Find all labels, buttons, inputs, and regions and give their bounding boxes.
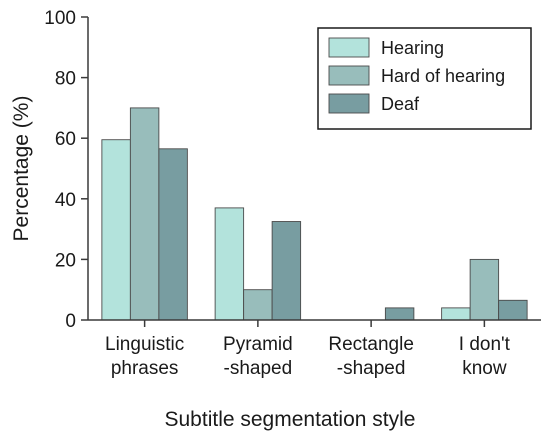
y-tick-label: 0: [65, 311, 76, 332]
legend-label: Hearing: [381, 38, 444, 58]
bar-hearing-0: [101, 139, 131, 321]
bar-deaf-2: [384, 307, 415, 321]
y-tick-label: 100: [44, 8, 76, 29]
bar-hearing-1: [214, 207, 245, 321]
x-tick-label: Linguistic: [105, 334, 184, 355]
x-axis-title: Subtitle segmentation style: [165, 408, 416, 431]
legend-swatch: [328, 65, 370, 86]
bars-group: [101, 107, 528, 321]
legend-swatch: [328, 93, 370, 114]
x-tick-label: I don't: [459, 334, 511, 355]
bar-hearing-3: [441, 307, 471, 321]
legend: Hearing Hard of hearing Deaf: [317, 27, 532, 130]
y-tick-label: 80: [55, 69, 76, 90]
x-tick-label: -shaped: [337, 358, 406, 379]
legend-label: Deaf: [381, 94, 420, 114]
bar-deaf-1: [271, 221, 302, 321]
bar-deaf-0: [158, 148, 188, 321]
x-tick-label: -shaped: [224, 358, 293, 379]
y-tick-label: 40: [55, 190, 76, 211]
y-tick-label: 20: [55, 250, 76, 271]
bar-hard-of-hearing-1: [243, 289, 273, 321]
bar-hard-of-hearing-0: [129, 107, 160, 321]
x-axis-ticks: Linguistic phrases Pyramid -shaped Rectangle…: [105, 320, 511, 379]
bar-deaf-3: [498, 299, 528, 321]
bar-hard-of-hearing-3: [469, 258, 500, 321]
legend-label: Hard of hearing: [381, 66, 505, 86]
y-axis-title: Percentage (%): [10, 96, 33, 242]
x-tick-label: Rectangle: [328, 334, 414, 355]
legend-swatch: [328, 37, 370, 58]
x-tick-label: know: [462, 358, 507, 379]
x-tick-label: phrases: [111, 358, 179, 379]
y-tick-label: 60: [55, 129, 76, 150]
x-tick-label: Pyramid: [223, 334, 293, 355]
y-axis-ticks: 0 20 40 60 80 100: [44, 8, 88, 332]
